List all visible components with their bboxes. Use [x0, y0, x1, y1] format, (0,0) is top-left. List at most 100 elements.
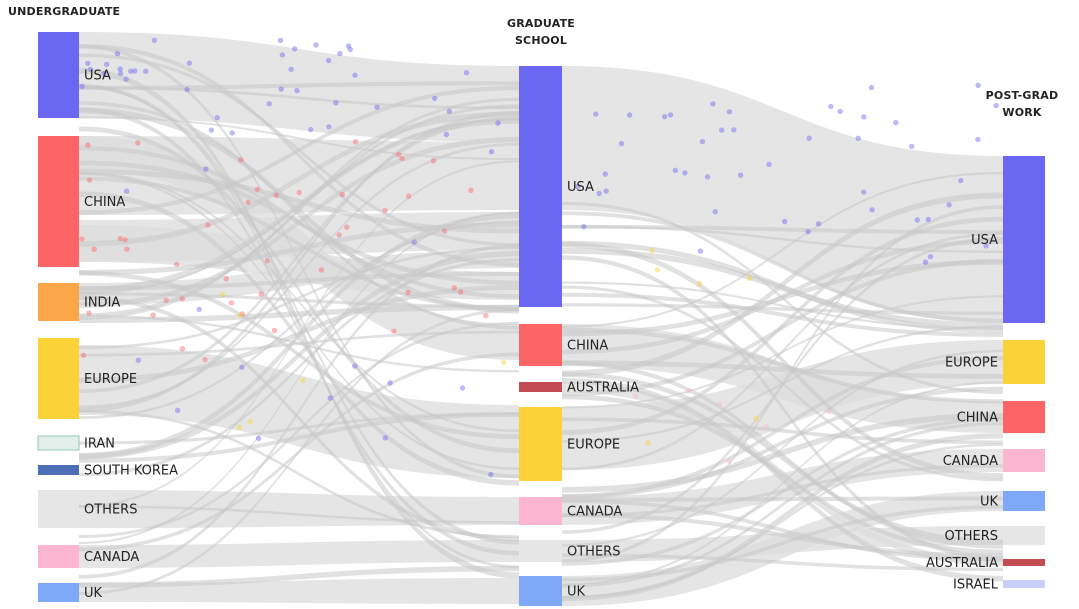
particle-dot [719, 127, 725, 133]
particle-dot [716, 401, 723, 408]
particle-dot [151, 37, 158, 43]
particle-dot [271, 327, 278, 334]
particle-dot [124, 246, 130, 252]
node-label: IRAN [84, 437, 115, 452]
particle-dot [339, 191, 345, 198]
flow-strand [562, 171, 1003, 328]
flow-strand [562, 412, 1003, 493]
particle-dot [101, 70, 107, 77]
particle-dot [219, 291, 226, 298]
particle-dot [229, 130, 235, 136]
flow-band [79, 540, 519, 568]
flow-strand [562, 259, 1003, 337]
flow-strand [79, 104, 519, 317]
particle-dot [731, 127, 737, 133]
node-bar [38, 583, 79, 602]
flow-strand [79, 246, 519, 349]
node-p-uk: UK [980, 491, 1045, 511]
particle-dot [294, 87, 300, 94]
particle-dot [163, 297, 169, 303]
particle-dot [326, 124, 332, 130]
node-label: AUSTRALIA [926, 556, 998, 571]
particle-dot [118, 70, 124, 77]
particle-dot [258, 291, 264, 297]
particle-dot [441, 228, 448, 234]
particle-dot [239, 364, 245, 370]
particle-dot [135, 140, 141, 146]
flow-strand [79, 107, 519, 556]
particle-dot [763, 423, 769, 430]
particle-dot [327, 395, 333, 401]
node-bar [519, 66, 562, 307]
particle-dot [927, 254, 934, 260]
particle-dot [387, 380, 393, 386]
node-label: UK [980, 495, 999, 510]
node-bar [37, 435, 80, 451]
flow-strand [79, 116, 519, 394]
particle-dot [645, 440, 651, 446]
particle-dot [726, 458, 732, 464]
flow-strand [79, 81, 519, 90]
node-bar [519, 324, 562, 366]
particle-dot [395, 152, 402, 158]
particle-dot [86, 177, 93, 183]
flow-strand [79, 411, 519, 445]
flow-strand [79, 295, 519, 542]
particle-dot [288, 66, 294, 73]
node-bar [519, 497, 562, 525]
node-p-others: OTHERS [945, 526, 1045, 545]
particle-dot [352, 139, 359, 145]
node-label: USA [567, 180, 594, 195]
flow-strands [79, 43, 1003, 602]
particle-dot [483, 313, 489, 319]
particle-dot [79, 236, 85, 242]
particle-dot [214, 114, 220, 121]
particle-dot [208, 127, 215, 133]
node-bar [38, 465, 79, 475]
node-g-china: CHINA [519, 324, 608, 366]
particle-dot [228, 300, 235, 306]
particle-dot [196, 306, 202, 313]
particle-dot [737, 172, 744, 178]
flow-strand [562, 433, 1003, 602]
particle-dot [602, 171, 608, 177]
node-u-canada: CANADA [38, 545, 139, 568]
particle-dot [726, 109, 733, 115]
node-label: CHINA [567, 339, 608, 354]
node-g-usa: USA [519, 66, 594, 307]
particle-dot [300, 377, 306, 383]
graduate-title-line2: SCHOOL [514, 34, 568, 47]
flow-strand [562, 225, 1003, 254]
particle-dot [336, 232, 342, 238]
particle-dot [279, 52, 286, 58]
particle-dot [352, 72, 358, 78]
flow-strand [79, 222, 519, 276]
flow-band [562, 491, 1003, 606]
flow-strand [79, 126, 519, 454]
node-label: CHINA [957, 411, 998, 426]
node-label: UK [84, 586, 103, 601]
node-u-usa: USA [38, 32, 111, 118]
particle-dot [782, 218, 788, 225]
graduate-title-line1: GRADUATE [506, 17, 575, 30]
flow-band [79, 490, 519, 528]
postgrad-column-title: POST-GRAD WORK [980, 87, 1064, 121]
node-bar [1003, 559, 1045, 566]
node-p-canada: CANADA [943, 449, 1045, 472]
node-p-usa: USA [971, 156, 1045, 323]
flow-strand [79, 271, 519, 291]
node-u-china: CHINA [38, 136, 125, 267]
particle-dot [685, 388, 691, 394]
particle-dot [205, 222, 211, 228]
postgrad-title-line1: POST-GRAD [985, 89, 1059, 102]
particle-dot [175, 407, 181, 413]
node-g-europe: EUROPE [519, 407, 620, 481]
particle-dot [128, 68, 134, 74]
flow-strand [562, 381, 1003, 586]
flow-strand [562, 211, 1003, 323]
particle-dot [869, 207, 875, 213]
particle-dot [345, 43, 352, 49]
particle-dot [179, 296, 185, 302]
node-bar [38, 545, 79, 568]
node-p-europe: EUROPE [945, 340, 1045, 384]
